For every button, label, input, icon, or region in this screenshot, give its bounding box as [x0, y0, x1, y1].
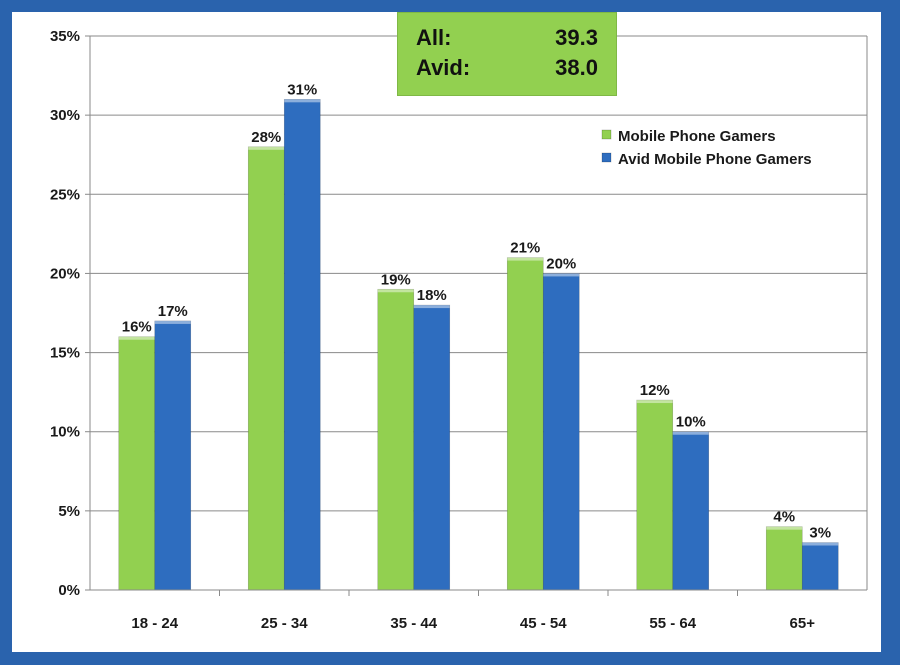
bar-highlight — [636, 400, 673, 404]
x-tick-label: 25 - 34 — [261, 615, 308, 632]
bar-highlight — [507, 257, 544, 261]
data-label: 31% — [287, 81, 317, 98]
legend-label: Avid Mobile Phone Gamers — [618, 151, 812, 168]
chart-frame: 0% 5% 10% 15% 20% 25% 30% 35% 16% 17% 28% 31% 19% 18… — [12, 12, 881, 652]
data-label: 21% — [510, 240, 540, 257]
y-tick-label: 10% — [50, 424, 80, 441]
bar-highlight — [766, 526, 803, 530]
bar — [154, 320, 192, 591]
data-label: 4% — [773, 509, 795, 526]
x-tick-label: 35 - 44 — [390, 615, 437, 632]
y-axis-ticks: 0% 5% 10% 15% 20% 25% 30% 35% — [50, 28, 90, 599]
grid-lines — [89, 35, 868, 591]
bar — [413, 304, 451, 591]
info-value-avid: 38.0 — [555, 55, 598, 80]
bar — [506, 257, 544, 591]
bar-highlight — [377, 289, 414, 293]
bar — [765, 526, 803, 591]
legend-swatch — [601, 129, 612, 140]
bar — [118, 336, 156, 591]
x-axis-ticks: 18 - 24 25 - 34 35 - 44 45 - 54 55 - 64 65+ — [90, 589, 867, 632]
bar — [672, 431, 710, 591]
data-label: 19% — [381, 271, 411, 288]
x-tick-label: 18 - 24 — [131, 615, 178, 632]
bar-highlight — [672, 431, 709, 435]
x-tick-label: 55 - 64 — [649, 615, 696, 632]
bar — [636, 399, 674, 591]
info-label-all: All: — [416, 25, 452, 50]
y-tick-label: 30% — [50, 107, 80, 124]
data-label: 17% — [158, 303, 188, 320]
data-label: 3% — [809, 525, 831, 542]
y-tick-label: 35% — [50, 28, 80, 45]
data-label: 12% — [640, 382, 670, 399]
data-label: 18% — [417, 287, 447, 304]
bar-highlight — [413, 305, 450, 309]
info-label-avid: Avid: — [416, 55, 471, 80]
bar-highlight — [802, 542, 839, 546]
bar-highlight — [284, 99, 321, 103]
bar — [283, 99, 321, 591]
bar — [542, 273, 580, 591]
bar-highlight — [154, 320, 191, 324]
bar-chart: 0% 5% 10% 15% 20% 25% 30% 35% 16% 17% 28% 31% 19% 18… — [50, 28, 868, 632]
average-age-box: All: 39.3 Avid: 38.0 — [397, 12, 617, 96]
bar-highlight — [543, 273, 580, 277]
legend: Mobile Phone Gamers Avid Mobile Phone Gam… — [601, 128, 812, 168]
bars: 16% 17% 28% 31% 19% 18% 21% 20% 12% 10% 4% 3% — [118, 81, 839, 591]
x-tick-label: 65+ — [790, 615, 816, 632]
x-tick-label: 45 - 54 — [520, 615, 567, 632]
y-tick-label: 0% — [58, 582, 80, 599]
legend-label: Mobile Phone Gamers — [618, 128, 776, 145]
data-label: 28% — [251, 129, 281, 146]
legend-swatch — [601, 152, 612, 163]
y-tick-label: 5% — [58, 503, 80, 520]
y-tick-label: 15% — [50, 345, 80, 362]
bar — [377, 288, 415, 591]
y-tick-label: 25% — [50, 186, 80, 203]
data-label: 16% — [122, 319, 152, 336]
info-row-all: All: 39.3 — [416, 23, 598, 53]
info-row-avid: Avid: 38.0 — [416, 53, 598, 83]
bar — [247, 146, 285, 591]
bar-highlight — [248, 146, 285, 150]
data-label: 20% — [546, 255, 576, 272]
bar — [801, 542, 839, 591]
y-tick-label: 20% — [50, 265, 80, 282]
data-label: 10% — [676, 414, 706, 431]
info-value-all: 39.3 — [555, 25, 598, 50]
bar-highlight — [118, 336, 155, 340]
